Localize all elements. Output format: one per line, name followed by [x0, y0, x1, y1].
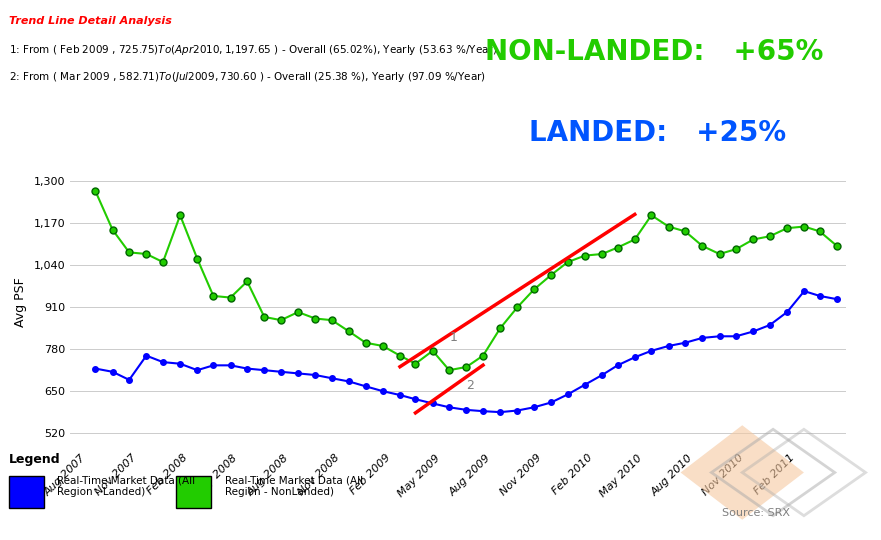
Text: 2: From ( Mar 2009 , $582.71 ) To ( Jul 2009 , $730.60 ) - Overall (25.38 %), Ye: 2: From ( Mar 2009 , $582.71 ) To ( Jul …	[9, 70, 485, 84]
Text: Source: SRX: Source: SRX	[722, 508, 790, 518]
Text: Legend: Legend	[9, 453, 61, 466]
Text: 2: 2	[466, 379, 474, 392]
FancyBboxPatch shape	[176, 476, 211, 508]
Y-axis label: Avg PSF: Avg PSF	[14, 278, 27, 327]
Text: LANDED:   +25%: LANDED: +25%	[529, 119, 786, 147]
Text: NON-LANDED:   +65%: NON-LANDED: +65%	[485, 38, 823, 66]
Text: Real-Time Market Data (All
Region - NonLanded): Real-Time Market Data (All Region - NonL…	[225, 476, 363, 497]
Text: 1: From ( Feb 2009 , $725.75 ) To ( Apr 2010 , $1,197.65 ) - Overall (65.02%), Y: 1: From ( Feb 2009 , $725.75 ) To ( Apr …	[9, 43, 497, 57]
Text: 1: 1	[449, 331, 457, 344]
Polygon shape	[680, 426, 803, 519]
FancyBboxPatch shape	[9, 476, 44, 508]
Text: Trend Line Detail Analysis: Trend Line Detail Analysis	[9, 16, 172, 26]
Text: Real-Time Market Data (All
Region - Landed): Real-Time Market Data (All Region - Land…	[57, 476, 196, 497]
